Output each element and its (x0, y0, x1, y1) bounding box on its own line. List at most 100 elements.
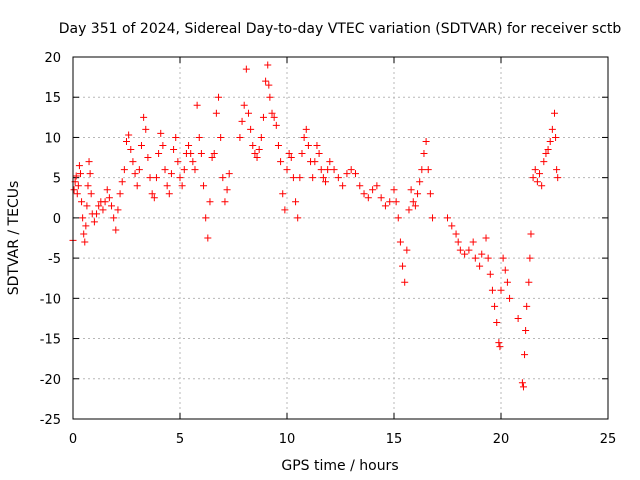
data-point (548, 125, 556, 133)
data-point (488, 286, 496, 294)
data-point (140, 113, 148, 121)
x-tick-label: 15 (386, 432, 403, 447)
y-tick-label: 10 (44, 131, 61, 146)
data-point (503, 278, 511, 286)
data-point (221, 198, 229, 206)
data-point (369, 186, 377, 194)
data-point (90, 218, 98, 226)
data-point (469, 238, 477, 246)
data-point (319, 174, 327, 182)
data-point (322, 178, 330, 186)
data-point (506, 294, 514, 302)
data-point (144, 154, 152, 162)
data-point (482, 234, 490, 242)
data-point (501, 266, 509, 274)
data-point (551, 109, 558, 117)
data-points (69, 61, 562, 391)
x-axis-label: GPS time / hours (281, 458, 398, 474)
data-point (161, 166, 169, 174)
data-point (405, 206, 413, 214)
data-point (118, 178, 126, 186)
data-point (87, 190, 95, 198)
data-point (78, 198, 86, 206)
data-point (289, 174, 297, 182)
data-point (206, 198, 214, 206)
data-point (172, 133, 180, 141)
data-point (215, 93, 223, 101)
x-tick-label: 0 (69, 432, 77, 447)
data-point (167, 170, 175, 178)
data-point (538, 182, 546, 190)
data-point (272, 121, 280, 129)
data-point (99, 206, 107, 214)
data-point (529, 174, 537, 182)
data-point (187, 150, 195, 158)
data-point (302, 125, 310, 133)
data-point (163, 182, 171, 190)
data-point (110, 214, 118, 222)
data-point (236, 133, 244, 141)
data-point (309, 174, 317, 182)
data-point (324, 166, 332, 174)
data-point (103, 186, 111, 194)
x-axis-ticks: 0 5 10 15 20 25 (69, 57, 616, 447)
data-point (152, 174, 160, 182)
data-point (249, 141, 257, 149)
data-point (521, 351, 529, 359)
data-point (129, 158, 137, 166)
data-point (540, 158, 548, 166)
data-point (202, 214, 210, 222)
data-point (123, 137, 130, 145)
data-point (135, 166, 143, 174)
data-point (424, 166, 432, 174)
data-point (253, 154, 261, 162)
data-point (165, 190, 173, 198)
y-tick-label: 15 (44, 91, 61, 106)
data-point (476, 262, 484, 270)
data-point (185, 141, 193, 149)
data-point (157, 129, 165, 137)
data-point (189, 158, 197, 166)
data-point (411, 202, 419, 210)
plot-frame (72, 56, 609, 420)
data-point (223, 186, 231, 194)
data-point (544, 146, 552, 154)
data-point (373, 182, 381, 190)
data-point (150, 194, 158, 202)
y-tick-label: -20 (40, 373, 61, 388)
data-point (73, 190, 81, 198)
data-point (193, 101, 201, 109)
data-point (247, 125, 255, 133)
data-point (429, 214, 437, 222)
data-point (377, 194, 385, 202)
data-point (347, 166, 355, 174)
data-point (381, 202, 389, 210)
data-point (114, 206, 122, 214)
data-point (101, 198, 109, 206)
data-point (244, 109, 252, 117)
data-point (279, 190, 287, 198)
data-point (343, 170, 351, 178)
data-point (105, 194, 113, 202)
y-tick-label: -5 (48, 252, 61, 267)
y-tick-label: -10 (40, 292, 61, 307)
y-axis-label: SDTVAR / TECUs (6, 181, 22, 296)
data-point (523, 302, 531, 310)
data-point (426, 190, 434, 198)
data-point (304, 141, 312, 149)
data-point (294, 214, 302, 222)
data-point (448, 222, 456, 230)
data-point (296, 174, 304, 182)
data-point (444, 214, 451, 222)
data-point (531, 166, 539, 174)
data-point (533, 178, 541, 186)
data-point (178, 182, 186, 190)
data-point (495, 339, 503, 347)
y-tick-label: 5 (53, 172, 61, 187)
data-point (292, 198, 300, 206)
data-point (197, 150, 205, 158)
data-point (414, 190, 422, 198)
data-point (74, 182, 82, 190)
data-point (390, 186, 398, 194)
